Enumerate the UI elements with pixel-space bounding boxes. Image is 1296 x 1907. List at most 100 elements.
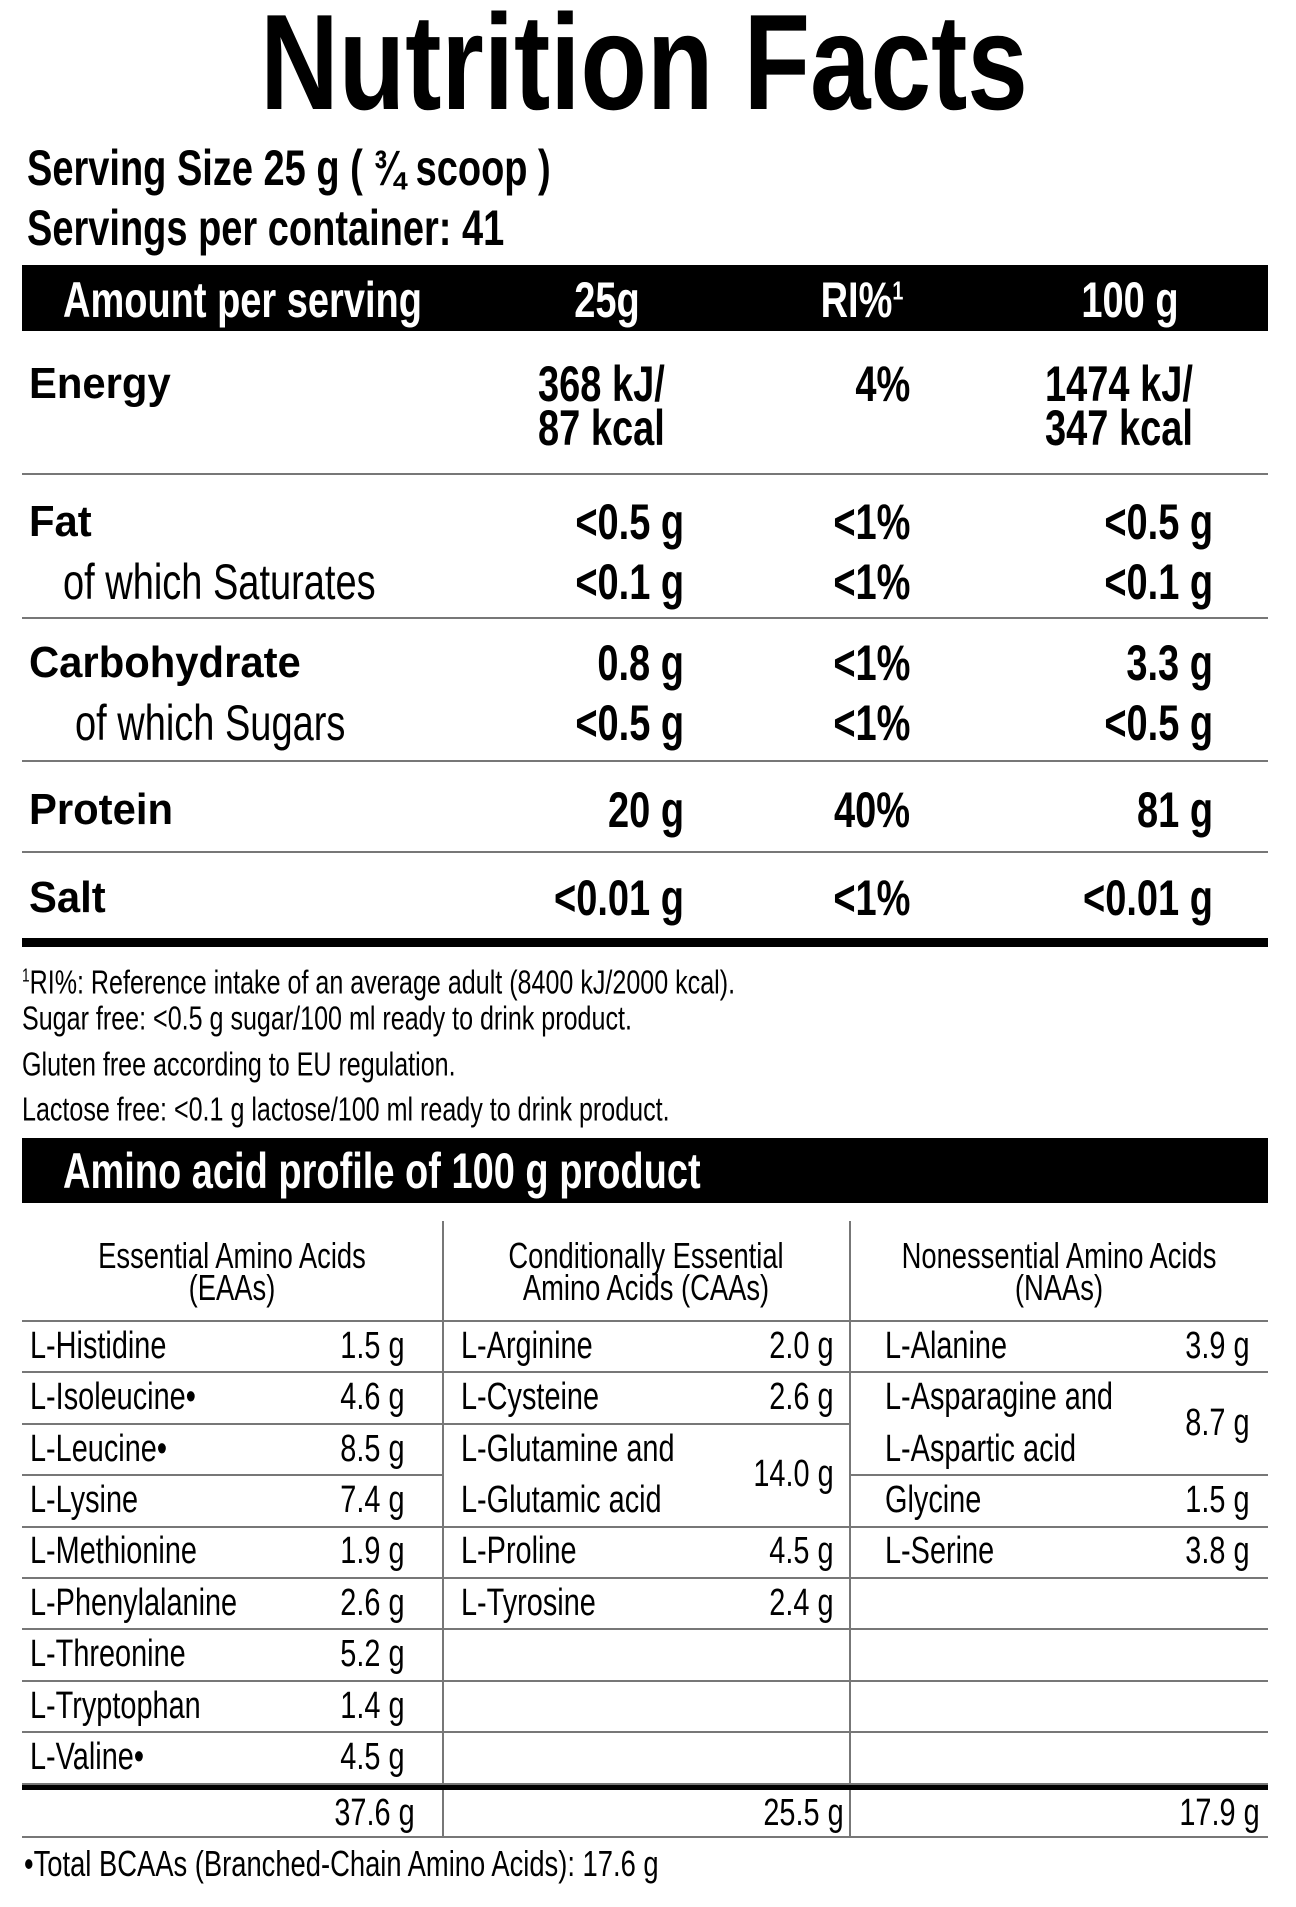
- sugars-100g: <0.5 g: [1104, 695, 1213, 751]
- salt-ri: <1%: [832, 870, 910, 926]
- footnote-ri-text: RI%: Reference intake of an average adul…: [29, 963, 736, 1001]
- amino-name: L-Glutamine and: [461, 1427, 675, 1470]
- amino-value: 8.5 g: [340, 1427, 405, 1470]
- header-ri: RI%1: [821, 275, 904, 325]
- divider: [849, 1474, 1268, 1477]
- nutrition-header-bar: [22, 265, 1268, 331]
- amino-name: L-Leucine•: [30, 1427, 167, 1470]
- amino-value: 4.5 g: [769, 1530, 834, 1573]
- amino-value: 1.4 g: [340, 1684, 405, 1727]
- column-divider: [849, 1221, 851, 1837]
- divider: [22, 1679, 442, 1682]
- footnote-lactose: Lactose free: <0.1 g lactose/100 ml read…: [22, 1090, 670, 1128]
- protein-25g: 20 g: [607, 782, 684, 838]
- divider: [22, 851, 1268, 853]
- amino-name: L-Arginine: [461, 1324, 593, 1367]
- divider: [442, 1371, 849, 1374]
- divider: [22, 1320, 442, 1322]
- divider: [22, 1731, 442, 1734]
- amino-value: 2.6 g: [340, 1581, 405, 1624]
- amino-header-bar: [22, 1138, 1268, 1203]
- salt-25g: <0.01 g: [554, 870, 684, 926]
- divider: [22, 1422, 442, 1425]
- servings-per-container: Servings per container: 41: [27, 200, 505, 256]
- amino-value: 4.5 g: [340, 1735, 405, 1778]
- amino-value: 2.6 g: [769, 1376, 834, 1419]
- thick-divider: [22, 938, 1268, 947]
- divider: [442, 1577, 849, 1579]
- divider: [442, 1782, 849, 1785]
- fat-label: Fat: [29, 497, 92, 546]
- protein-ri: 40%: [833, 782, 910, 838]
- amino-value: 1.5 g: [340, 1324, 405, 1367]
- amino-value: 4.6 g: [340, 1376, 405, 1419]
- divider: [22, 760, 1268, 762]
- saturates-ri: <1%: [832, 554, 910, 610]
- amino-name: L-Asparagine and: [885, 1376, 1113, 1419]
- sugars-ri: <1%: [832, 695, 910, 751]
- amino-value: 5.2 g: [340, 1633, 405, 1676]
- amino-value: 3.9 g: [1185, 1324, 1250, 1367]
- amino-name: L-Methionine: [30, 1530, 197, 1573]
- footnote-ri: 1RI%: Reference intake of an average adu…: [22, 966, 735, 999]
- amino-title: Amino acid profile of 100 g product: [63, 1143, 701, 1199]
- column-header: Conditionally Essential: [507, 1235, 784, 1276]
- divider: [22, 1782, 442, 1785]
- divider: [849, 1782, 1268, 1785]
- divider: [22, 1836, 1268, 1838]
- column-header: Amino Acids (CAAs): [522, 1267, 769, 1308]
- header-ri-sup: 1: [892, 275, 904, 306]
- salt-100g: <0.01 g: [1083, 870, 1213, 926]
- amino-name: L-Tyrosine: [461, 1581, 596, 1624]
- fat-100g: <0.5 g: [1104, 494, 1213, 550]
- header-25g: 25g: [574, 272, 640, 328]
- footnote-sup: 1: [22, 965, 30, 986]
- divider: [849, 1731, 1268, 1734]
- saturates-100g: <0.1 g: [1104, 554, 1213, 610]
- amino-name: L-Isoleucine•: [30, 1376, 196, 1419]
- saturates-label: of which Saturates: [63, 554, 376, 610]
- sugars-label: of which Sugars: [75, 695, 346, 751]
- amino-name: Glycine: [885, 1478, 982, 1521]
- amino-value: 7.4 g: [340, 1478, 405, 1521]
- amino-name: L-Threonine: [30, 1633, 186, 1676]
- fat-25g: <0.5 g: [575, 494, 684, 550]
- serving-size: Serving Size 25 g ( ¾ scoop ): [27, 140, 551, 196]
- amino-value: 2.4 g: [769, 1581, 834, 1624]
- amino-name: L-Lysine: [30, 1478, 139, 1521]
- energy-25g-kcal: 87 kcal: [538, 400, 665, 456]
- amino-name: L-Cysteine: [461, 1376, 600, 1419]
- header-ri-label: RI%: [820, 272, 893, 328]
- divider: [22, 1577, 442, 1579]
- amino-value: 14.0 g: [753, 1453, 834, 1496]
- amino-value: 3.8 g: [1185, 1530, 1250, 1573]
- sugars-25g: <0.5 g: [575, 695, 684, 751]
- amino-name: L-Aspartic acid: [885, 1427, 1077, 1470]
- header-amount: Amount per serving: [63, 272, 422, 328]
- carbohydrate-25g: 0.8 g: [597, 635, 684, 691]
- divider: [442, 1628, 849, 1631]
- divider: [22, 1628, 442, 1631]
- energy-100g-kj: 1474 kJ/: [1045, 356, 1193, 412]
- thick-divider: [22, 1785, 1268, 1790]
- amino-name: L-Serine: [885, 1530, 995, 1573]
- amino-name: L-Phenylalanine: [30, 1581, 238, 1624]
- divider: [22, 1525, 442, 1528]
- divider: [442, 1525, 849, 1528]
- divider: [849, 1628, 1268, 1631]
- salt-label: Salt: [29, 873, 106, 922]
- column-header: Essential Amino Acids: [98, 1235, 366, 1276]
- amino-name: L-Glutamic acid: [461, 1478, 662, 1521]
- column-header: (NAAs): [1014, 1267, 1103, 1308]
- energy-25g-kj: 368 kJ/: [538, 356, 665, 412]
- carbohydrate-100g: 3.3 g: [1126, 635, 1213, 691]
- amino-value: 1.5 g: [1185, 1478, 1250, 1521]
- amino-name: L-Proline: [461, 1530, 577, 1573]
- column-total: 25.5 g: [763, 1792, 844, 1834]
- divider: [22, 1371, 442, 1374]
- fat-ri: <1%: [832, 494, 910, 550]
- divider: [22, 1474, 442, 1477]
- divider: [849, 1577, 1268, 1579]
- divider: [849, 1525, 1268, 1528]
- amino-value: 1.9 g: [340, 1530, 405, 1573]
